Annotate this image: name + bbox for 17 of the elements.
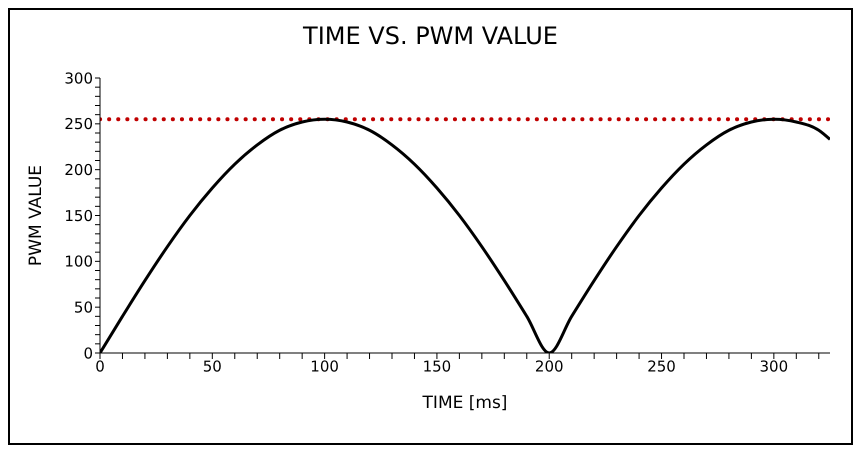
x-tick-label: 150 [422, 358, 452, 376]
y-tick-label: 0 [83, 344, 93, 362]
y-tick-label: 300 [64, 69, 93, 88]
y-tick-label: 50 [74, 298, 93, 316]
y-tick-label: 250 [64, 115, 93, 134]
x-tick-label: 100 [310, 358, 339, 376]
x-tick-label: 250 [647, 358, 676, 376]
x-tick-label: 200 [534, 358, 564, 376]
x-tick-label: 300 [760, 358, 788, 376]
y-tick-label: 100 [64, 252, 93, 271]
x-tick-label: 0 [95, 358, 105, 376]
chart-title: TIME VS. PWM VALUE [302, 22, 559, 50]
y-axis-title: PWM VALUE [26, 164, 46, 266]
x-axis-title: TIME [ms] [422, 393, 508, 413]
x-tick-label: 50 [202, 358, 222, 376]
y-tick-label: 200 [64, 160, 93, 179]
y-tick-label: 150 [64, 206, 93, 225]
